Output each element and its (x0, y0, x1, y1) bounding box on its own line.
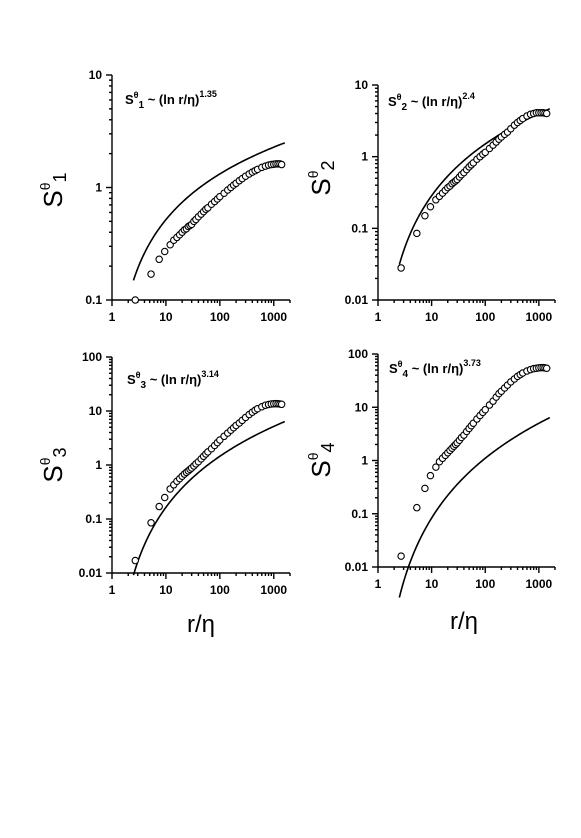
x-tick-label: 10 (159, 583, 173, 597)
y-tick-label: 100 (348, 347, 368, 361)
scaling-annotation: Sθ4 ~ (ln r/η)3.73 (389, 358, 481, 380)
x-tick-label: 1 (375, 310, 382, 324)
scaling-annotation: Sθ3 ~ (ln r/η)3.14 (127, 369, 219, 391)
x-tick-label: 1000 (260, 310, 287, 324)
data-point (426, 471, 435, 480)
x-tick-label: 100 (475, 577, 495, 591)
y-tick-label: 1 (361, 150, 368, 164)
y-tick-label: 0.1 (351, 221, 368, 235)
x-tick-label: 1 (375, 577, 382, 591)
x-tick-label: 1000 (526, 577, 553, 591)
data-point (397, 264, 405, 272)
x-axis-label-left: r/η (187, 611, 215, 638)
y-axis-label: Sθ2 (305, 160, 338, 195)
panel-s3: 1 10 100 1000 0.01 0.1 1 10 100 Sθ3 Sθ3 ~ (ln r/η)… (37, 350, 291, 597)
data-point (542, 109, 551, 118)
data-point (542, 364, 551, 372)
x-axis-label-right: r/η (450, 608, 478, 635)
data-point (131, 556, 140, 565)
y-tick-label: 0.1 (351, 507, 368, 521)
y-axis-label: Sθ4 (305, 442, 338, 477)
x-tick-label: 1 (109, 583, 116, 597)
data-point (413, 503, 421, 512)
data-point (160, 493, 169, 502)
y-tick-label: 0.1 (85, 293, 102, 307)
scaling-annotation: Sθ1 ~ (ln r/η)1.35 (125, 89, 217, 111)
y-tick-label: 100 (82, 350, 102, 364)
power-law-fit-line (132, 420, 286, 576)
data-point (155, 255, 163, 264)
data-point (397, 552, 405, 560)
data-point (277, 400, 286, 409)
data-point (432, 463, 440, 471)
x-tick-label: 1 (109, 310, 116, 324)
y-tick-label: 1 (361, 454, 368, 468)
y-tick-label: 1 (95, 458, 102, 472)
x-tick-label: 10 (159, 310, 173, 324)
data-point (147, 270, 155, 278)
power-law-fit-line (132, 142, 286, 281)
x-tick-label: 10 (425, 577, 439, 591)
data-point (426, 203, 435, 211)
power-law-fit-line (398, 108, 551, 265)
x-tick-label: 1000 (526, 310, 553, 324)
y-tick-label: 10 (89, 404, 103, 418)
x-tick-label: 100 (210, 583, 230, 597)
x-tick-label: 100 (475, 310, 495, 324)
y-tick-label: 0.1 (85, 512, 102, 526)
x-tick-label: 1000 (260, 583, 287, 597)
y-tick-label: 1 (95, 181, 102, 195)
scaling-annotation: Sθ2 ~ (ln r/η)2.4 (388, 91, 475, 113)
data-point (277, 160, 286, 169)
y-axis-label: Sθ3 (37, 447, 70, 482)
data-point (147, 519, 155, 527)
data-point (131, 296, 140, 304)
power-law-fit-line (398, 416, 551, 598)
panel-s2: 1 10 100 1000 0.01 0.1 1 10 Sθ2 Sθ2 ~ (ln r/η)2.4 (305, 78, 556, 324)
y-tick-label: 0.01 (345, 293, 369, 307)
data-point (421, 484, 429, 493)
panel-s1: 1 10 100 1000 0.1 1 10 Sθ1 Sθ1 ~ (ln r/η)1.35 (37, 68, 291, 324)
y-axis-label: Sθ1 (37, 172, 70, 207)
data-point (481, 405, 489, 414)
panel-s4: 1 10 100 1000 0.01 0.1 1 10 100 Sθ4 Sθ4 ~ (ln r/η)… (305, 347, 556, 598)
y-tick-label: 0.01 (79, 566, 103, 580)
y-tick-label: 10 (89, 68, 103, 82)
data-point (160, 247, 169, 256)
x-tick-label: 10 (425, 310, 439, 324)
y-tick-label: 0.01 (345, 560, 369, 574)
x-tick-label: 100 (210, 310, 230, 324)
data-point (413, 229, 421, 238)
y-tick-label: 10 (355, 78, 369, 92)
y-tick-label: 10 (355, 400, 369, 414)
data-point (155, 502, 163, 511)
data-point (421, 211, 429, 220)
